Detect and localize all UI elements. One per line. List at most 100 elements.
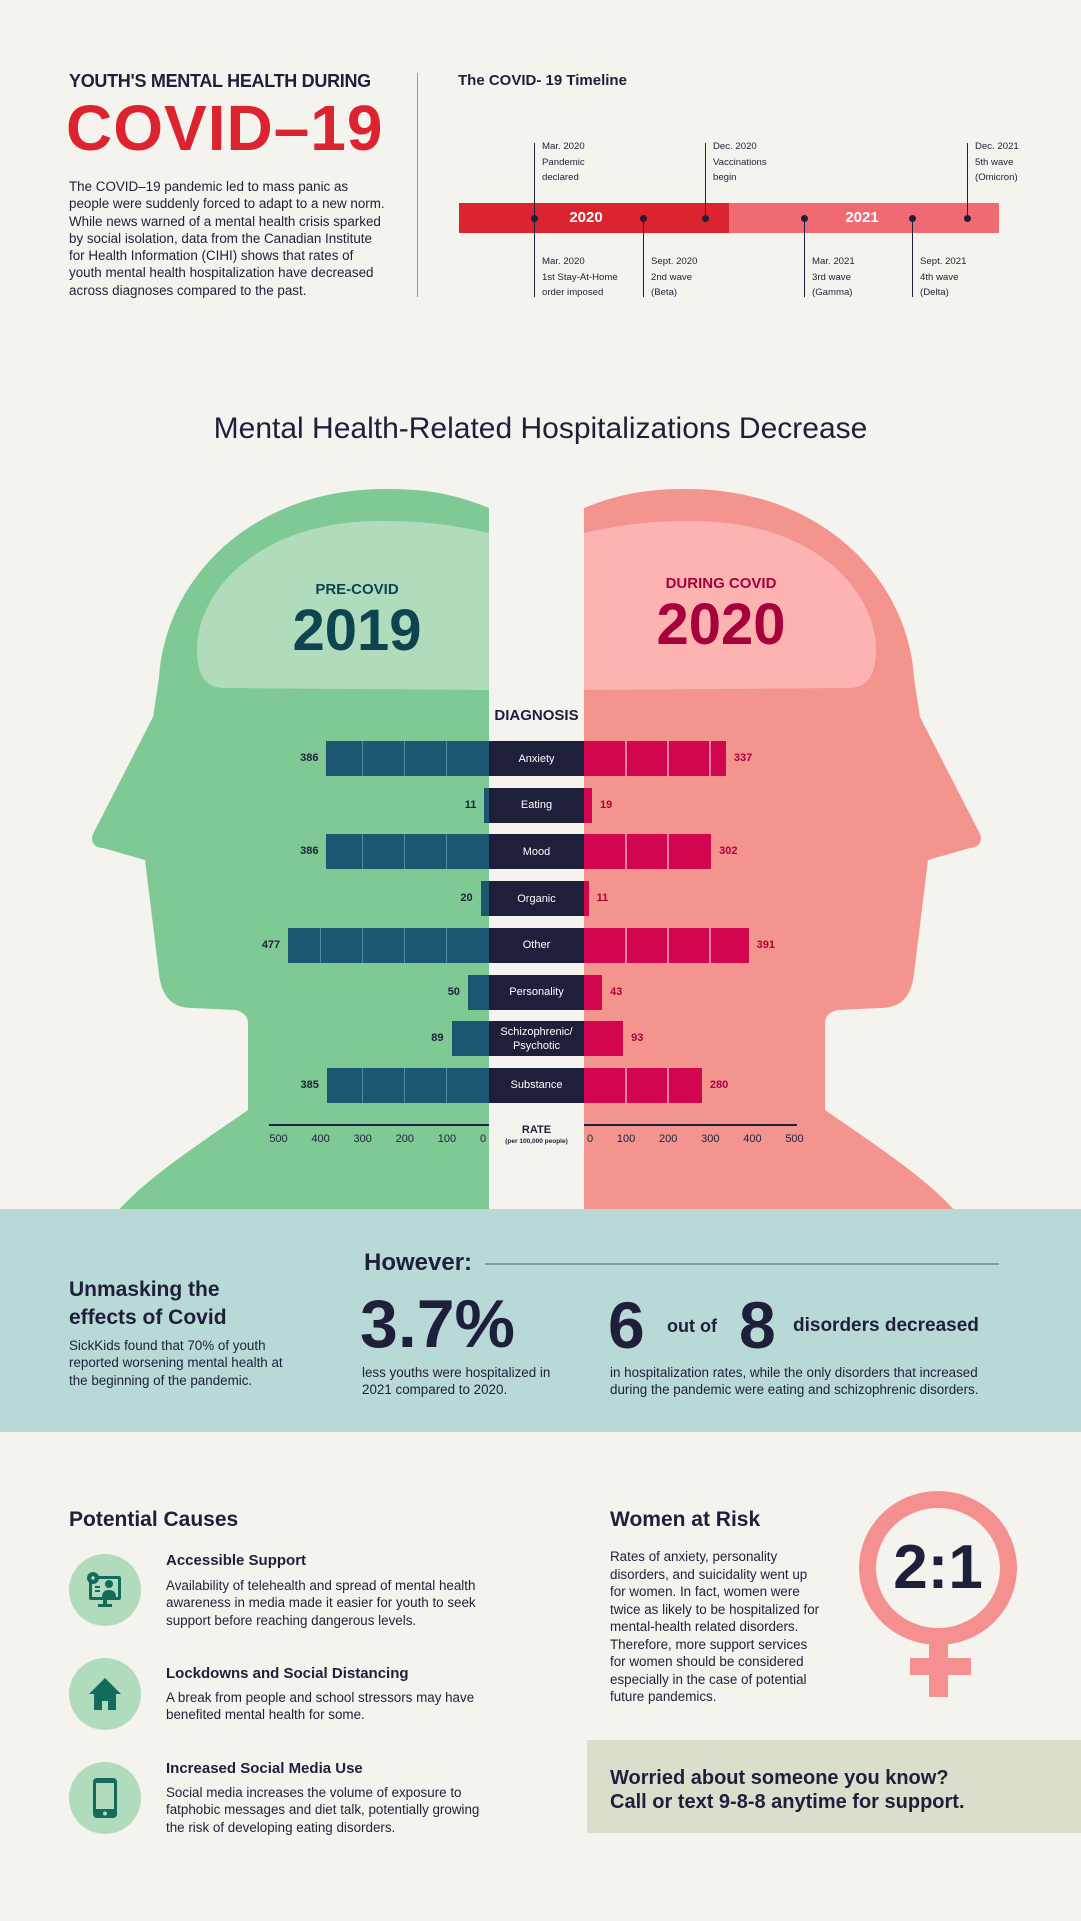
- tick-label-right: 300: [701, 1133, 720, 1145]
- category-label: Anxiety: [489, 741, 584, 776]
- gridline: [361, 1067, 364, 1103]
- stat-out-of: out of: [667, 1316, 717, 1336]
- value-label-2019: 477: [261, 938, 281, 951]
- tick-label-right: 100: [616, 1133, 636, 1145]
- timeline-event-date: Mar. 2020: [542, 256, 585, 267]
- timeline-connector: [534, 143, 535, 218]
- timeline-event: Dec. 2020 Vaccinations begin: [713, 139, 767, 186]
- bar-2020: [584, 787, 592, 823]
- gridline: [709, 741, 711, 776]
- timeline-event-date: Dec. 2021: [975, 141, 1019, 152]
- tick-label-left: 400: [311, 1133, 330, 1145]
- category-label: Mood: [489, 834, 584, 870]
- value-label-2020: 391: [756, 938, 775, 951]
- gridline: [361, 834, 364, 870]
- x-axis-right: [584, 1124, 797, 1126]
- cause-text-3: Social media increases the volume of exp…: [166, 1785, 480, 1835]
- timeline-year-2021: 2021: [845, 209, 879, 226]
- bar-2019: [451, 1021, 489, 1057]
- timeline-event-l2: (Gamma): [812, 287, 853, 298]
- head-right: [584, 489, 981, 1212]
- header-subtitle: YOUTH'S MENTAL HEALTH DURING: [69, 71, 371, 91]
- tick-label-right: 0: [586, 1133, 594, 1145]
- gridline: [403, 834, 406, 870]
- category-label: Personality: [489, 974, 584, 1010]
- bar-2019: [326, 1067, 489, 1103]
- cause-text-1: Availability of telehealth and spread of…: [166, 1578, 476, 1628]
- stat-percent-text: less youths were hospitalized in 2021 co…: [362, 1365, 551, 1398]
- timeline-event-l1: 2nd wave: [651, 271, 693, 283]
- value-label-2019: 386: [300, 845, 319, 858]
- during-covid-year: 2020: [656, 592, 786, 657]
- bar-2019: [326, 834, 489, 870]
- timeline-event-l1: Pandemic: [542, 156, 585, 168]
- timeline-connector: [534, 218, 535, 297]
- gridline: [625, 741, 627, 776]
- timeline-event-date: Mar. 2020: [542, 141, 585, 152]
- value-label-2020: 337: [733, 752, 753, 764]
- however-rule: [485, 1263, 999, 1265]
- butterfly-chart: Anxiety 386 337 Eating 11 19 Mood 386 302 Organic…: [261, 741, 804, 1145]
- timeline-event-l2: order imposed: [542, 287, 604, 298]
- gridline: [667, 1067, 669, 1103]
- rate-sublabel: (per 100,000 people): [505, 1138, 568, 1145]
- gridline: [403, 927, 406, 963]
- gridline: [667, 741, 669, 776]
- value-label-2019: 386: [300, 752, 319, 764]
- chart-title: Mental Health-Related Hospitalizations D…: [213, 412, 868, 445]
- timeline-dot: [702, 215, 709, 222]
- heads-illustration: [92, 489, 981, 1212]
- unmasking-title-1: Unmasking the: [69, 1278, 220, 1301]
- timeline-bar-2020: [459, 203, 729, 233]
- venus-symbol-cross: [910, 1658, 971, 1675]
- tick-label-left: 300: [353, 1133, 372, 1145]
- gridline: [319, 927, 322, 963]
- diagnosis-header: DIAGNOSIS: [494, 707, 579, 724]
- stat-eight: 8: [739, 1288, 776, 1362]
- timeline-event-l1: 1st Stay-At-Home: [542, 271, 618, 283]
- support-callout: Worried about someone you know? Call or …: [587, 1740, 1081, 1833]
- gridline: [625, 927, 627, 963]
- category-label: Schizophrenic/ Psychotic: [489, 1021, 584, 1057]
- timeline-event: Dec. 2021 5th wave (Omicron): [975, 139, 1019, 186]
- gridline: [445, 1067, 448, 1103]
- tick-label-right: 200: [659, 1133, 678, 1145]
- timeline-dot: [964, 215, 971, 222]
- timeline-event-date: Mar. 2021: [812, 256, 855, 267]
- value-label-2019: 50: [447, 985, 460, 998]
- bar-2020: [584, 881, 589, 917]
- bar-2019: [484, 787, 489, 823]
- timeline-event-l1: Vaccinations: [713, 156, 767, 168]
- cause-title-3: Increased Social Media Use: [166, 1760, 363, 1777]
- gridline: [667, 834, 669, 870]
- value-label-2019: 20: [460, 892, 473, 905]
- cause-title-1: Accessible Support: [166, 1552, 307, 1569]
- bar-2020: [584, 1021, 624, 1057]
- tick-label-left: 100: [437, 1133, 457, 1145]
- timeline-event-l2: (Omicron): [975, 172, 1018, 183]
- value-label-2020: 43: [610, 985, 623, 998]
- timeline-connector: [912, 218, 913, 297]
- timeline-event: Sept. 2020 2nd wave (Beta): [651, 254, 697, 301]
- timeline-event: Mar. 2020 Pandemic declared: [542, 139, 585, 186]
- timeline-dot: [640, 215, 647, 222]
- intro-text: The COVID–19 pandemic led to mass panic …: [69, 179, 385, 298]
- bar-2020: [584, 834, 712, 870]
- timeline-event-l1: 5th wave: [975, 156, 1014, 168]
- gridline: [625, 834, 627, 870]
- header-title: COVID–19: [66, 92, 384, 164]
- timeline-bar-2021: [729, 203, 999, 233]
- timeline-connector: [967, 143, 968, 218]
- timeline-dot: [801, 215, 808, 222]
- timeline-event-l1: 3rd wave: [812, 271, 851, 283]
- timeline-event: Sept. 2021 4th wave (Delta): [920, 254, 966, 301]
- support-line-1: Worried about someone you know?: [610, 1767, 949, 1789]
- timeline-event-l1: 4th wave: [920, 271, 959, 283]
- value-label-2020: 11: [596, 892, 609, 905]
- timeline-connector: [804, 218, 805, 297]
- value-label-2020: 19: [599, 798, 613, 811]
- timeline-connector: [643, 218, 644, 297]
- cause-text-2: A break from people and school stressors…: [166, 1690, 475, 1723]
- divider: [417, 73, 418, 297]
- value-label-2019: 385: [300, 1078, 319, 1091]
